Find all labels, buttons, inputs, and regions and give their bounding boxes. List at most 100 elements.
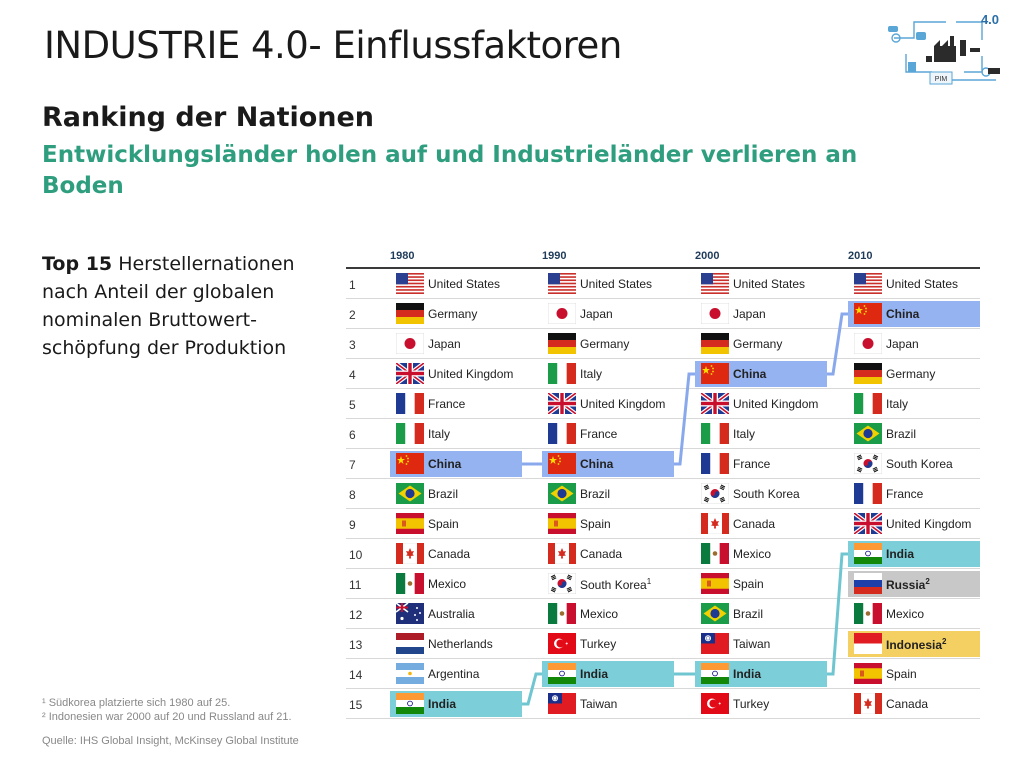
- row-divider: [346, 358, 980, 359]
- country-name: Mexico: [733, 547, 771, 561]
- year-header: 2000: [695, 250, 720, 262]
- country-name-text: Germany: [733, 337, 783, 351]
- country-cell: Mexico: [848, 601, 980, 627]
- flag-jp-icon: [548, 303, 576, 324]
- country-name-text: France: [886, 487, 924, 501]
- flag-kr-icon: [854, 453, 882, 474]
- source-note: Quelle: IHS Global Insight, McKinsey Glo…: [42, 735, 299, 747]
- country-name: Italy: [580, 367, 602, 381]
- country-cell: South Korea: [848, 451, 980, 477]
- country-name-text: United Kingdom: [733, 397, 819, 411]
- flag-cn-icon: [396, 453, 424, 474]
- country-name-text: China: [886, 307, 920, 321]
- flag-mx-icon: [548, 603, 576, 624]
- flag-it-icon: [396, 423, 424, 444]
- rank-number: 8: [349, 488, 356, 502]
- country-cell: Japan: [695, 301, 827, 327]
- footnote-1: ¹ Südkorea platzierte sich 1980 auf 25.: [42, 697, 231, 709]
- country-name: Canada: [733, 517, 775, 531]
- rank-number: 1: [349, 278, 356, 292]
- table-row: 2 Germany Japan Japan China: [346, 299, 980, 329]
- country-name-text: Taiwan: [580, 697, 618, 711]
- row-divider: [346, 298, 980, 299]
- country-name: United States: [733, 277, 805, 291]
- flag-de-icon: [396, 303, 424, 324]
- country-name: India: [580, 667, 608, 681]
- flag-jp-icon: [854, 333, 882, 354]
- country-name: Argentina: [428, 667, 479, 681]
- flag-de-icon: [854, 363, 882, 384]
- country-name: Italy: [886, 397, 908, 411]
- flag-de-icon: [701, 333, 729, 354]
- country-name: France: [733, 457, 770, 471]
- rank-number: 9: [349, 518, 356, 532]
- rank-number: 13: [349, 638, 363, 652]
- table-row: 6 Italy France Italy Brazil: [346, 419, 980, 449]
- country-name: Italy: [428, 427, 450, 441]
- country-cell: Mexico: [542, 601, 674, 627]
- country-cell: Mexico: [390, 571, 522, 597]
- country-name: India: [428, 697, 456, 711]
- flag-in-icon: [548, 663, 576, 684]
- country-name: Germany: [580, 337, 629, 351]
- country-name-text: China: [580, 457, 614, 471]
- country-name-text: India: [580, 667, 609, 681]
- country-name-text: India: [733, 667, 762, 681]
- country-name-text: United Kingdom: [580, 397, 666, 411]
- row-divider: [346, 418, 980, 419]
- country-cell: Italy: [390, 421, 522, 447]
- flag-us-icon: [701, 273, 729, 294]
- flag-de-icon: [548, 333, 576, 354]
- country-cell: France: [695, 451, 827, 477]
- country-name-text: Canada: [580, 547, 623, 561]
- table-row: 9 Spain Spain Canada United Kingdom: [346, 509, 980, 539]
- description-text: Herstellernationen nach Anteil der globa…: [42, 253, 295, 359]
- country-name: Germany: [886, 367, 935, 381]
- row-divider: [346, 568, 980, 569]
- country-name: Indonesia2: [886, 637, 946, 652]
- country-cell: Australia: [390, 601, 522, 627]
- country-name: Mexico: [886, 607, 924, 621]
- row-divider: [346, 328, 980, 329]
- country-cell: China: [695, 361, 827, 387]
- country-cell: China: [542, 451, 674, 477]
- country-name-text: France: [428, 397, 466, 411]
- country-cell: India: [390, 691, 522, 717]
- country-name-text: Spain: [886, 667, 917, 681]
- flag-uk-icon: [854, 513, 882, 534]
- flag-ru-icon: [854, 573, 882, 594]
- country-name-text: Spain: [580, 517, 611, 531]
- country-name-text: United States: [886, 277, 959, 291]
- country-name-text: Turkey: [580, 637, 617, 651]
- country-cell: Canada: [542, 541, 674, 567]
- country-cell: Germany: [695, 331, 827, 357]
- country-name-text: Japan: [580, 307, 613, 321]
- table-row: 7 China China France South Korea: [346, 449, 980, 479]
- country-name: Japan: [733, 307, 766, 321]
- country-name: United Kingdom: [886, 517, 971, 531]
- country-name-text: Mexico: [580, 607, 619, 621]
- country-name: Japan: [428, 337, 461, 351]
- description-emphasis: Top 15: [42, 253, 113, 275]
- country-name: Mexico: [580, 607, 618, 621]
- country-name-text: China: [733, 367, 767, 381]
- country-name-text: Italy: [580, 367, 603, 381]
- country-cell: Turkey: [542, 631, 674, 657]
- country-cell: United States: [848, 271, 980, 297]
- country-name-text: South Korea: [580, 578, 647, 592]
- country-name-text: Turkey: [733, 697, 770, 711]
- country-cell: France: [848, 481, 980, 507]
- flag-in-icon: [854, 543, 882, 564]
- flag-kr-icon: [701, 483, 729, 504]
- country-cell: Canada: [848, 691, 980, 717]
- country-cell: Spain: [695, 571, 827, 597]
- country-cell: France: [390, 391, 522, 417]
- country-name-text: Brazil: [428, 487, 459, 501]
- country-cell: Taiwan: [695, 631, 827, 657]
- country-name-text: Canada: [886, 697, 929, 711]
- footnote-marker: 2: [925, 577, 930, 586]
- flag-uk-icon: [701, 393, 729, 414]
- country-name-text: Japan: [428, 337, 461, 351]
- rank-number: 10: [349, 548, 363, 562]
- country-name: India: [886, 547, 914, 561]
